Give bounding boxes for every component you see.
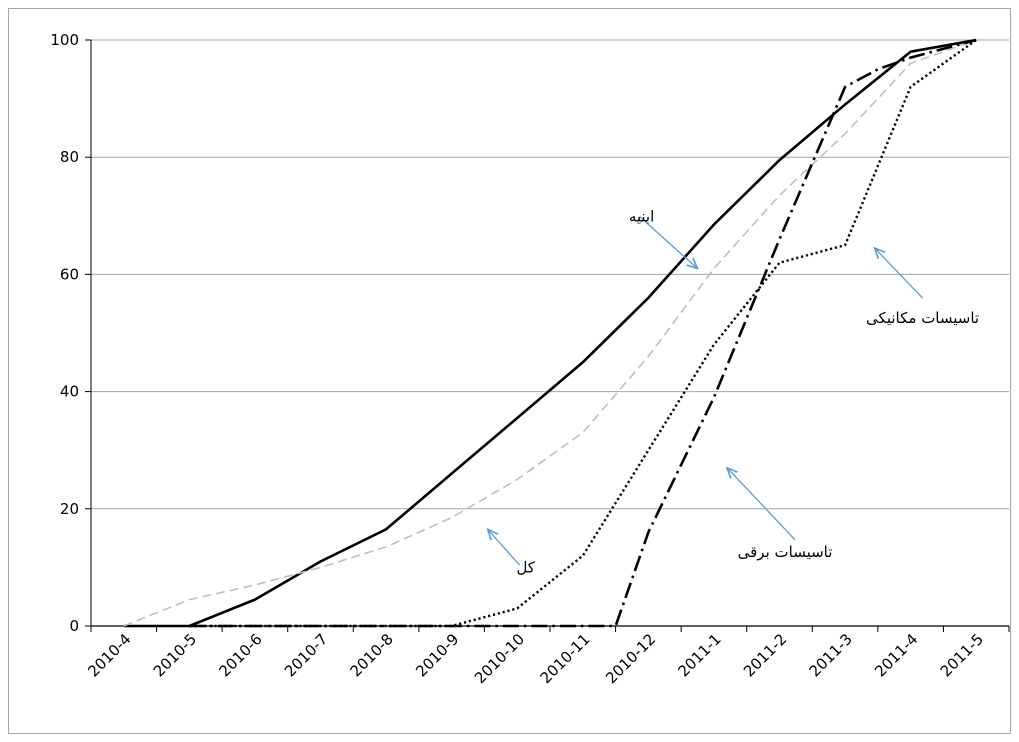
x-tick-label-2011-3: 2011-3 [806, 630, 856, 680]
annotation-arrow-4 [875, 248, 924, 299]
annotation-arrow-1 [639, 216, 698, 269]
annotation-arrow-3 [727, 468, 796, 541]
annotation-label-4: تاسیسات مکانیکی [866, 309, 979, 327]
x-tick-label-2010-5: 2010-5 [150, 630, 200, 680]
x-tick-label-2010-7: 2010-7 [281, 630, 331, 680]
line-chart: 0 20 40 60 80 100 2010-4 2010-5 2010-6 2010-7 2010… [50, 31, 1010, 687]
annotations: ابنیه کل تاسیسات برقی تاسیسات مکانیکی [488, 208, 979, 576]
x-tick-label-2010-4: 2010-4 [84, 630, 134, 680]
series-line-1 [123, 38, 977, 628]
y-tick-label-60: 60 [60, 265, 79, 283]
x-tick-label-2010-8: 2010-8 [347, 630, 397, 680]
y-tick-label-100: 100 [50, 31, 79, 49]
annotation-label-2: کل [516, 558, 535, 576]
x-tick-label-2010-9: 2010-9 [412, 630, 462, 680]
chart-frame: 0 20 40 60 80 100 2010-4 2010-5 2010-6 2010-7 2010… [8, 8, 1011, 734]
gridlines [91, 39, 1009, 510]
annotation-label-3: تاسیسات برقی [738, 543, 833, 561]
series-line-3 [189, 38, 977, 628]
y-tick-label-40: 40 [60, 383, 79, 401]
x-tick-label-2011-5: 2011-5 [937, 630, 987, 680]
x-tick-label-2010-6: 2010-6 [215, 630, 265, 680]
series-lines [123, 38, 977, 628]
annotation-label-1: ابنیه [629, 208, 654, 226]
series-line-4 [189, 39, 977, 628]
series-line-2 [123, 39, 977, 627]
x-tick-label-2010-10: 2010-10 [471, 630, 528, 687]
x-tick-label-2011-1: 2011-1 [674, 630, 724, 680]
y-tick-label-80: 80 [60, 148, 79, 166]
x-tick-label-2010-12: 2010-12 [602, 630, 659, 687]
x-tick-label-2011-4: 2011-4 [871, 630, 921, 680]
axes: 0 20 40 60 80 100 2010-4 2010-5 2010-6 2010-7 2010… [50, 31, 1010, 687]
y-tick-label-20: 20 [60, 500, 79, 518]
x-tick-label-2011-2: 2011-2 [740, 630, 790, 680]
annotation-arrow-2 [488, 529, 521, 566]
y-tick-label-0: 0 [69, 617, 79, 635]
x-tick-label-2010-11: 2010-11 [537, 630, 594, 687]
